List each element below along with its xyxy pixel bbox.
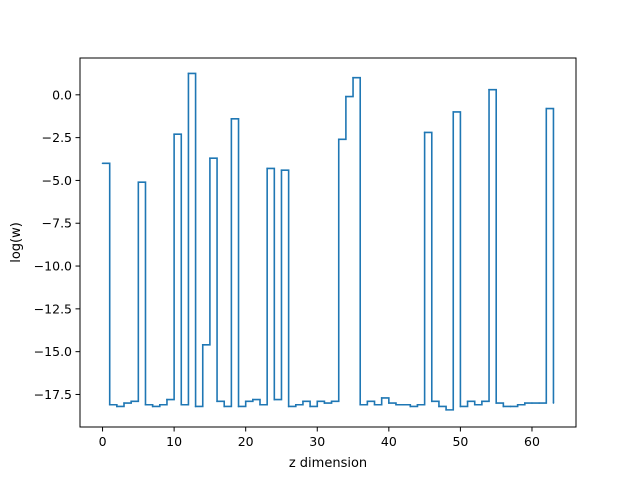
data-point — [538, 402, 540, 404]
data-point — [302, 400, 304, 403]
data-point — [481, 400, 483, 403]
data-point — [166, 398, 168, 401]
y-tick-label: −17.5 — [34, 387, 72, 402]
x-tick-label: 40 — [381, 434, 397, 449]
data-point — [502, 405, 505, 408]
data-point — [173, 133, 175, 135]
data-point — [259, 403, 261, 406]
x-tick-label: 60 — [524, 434, 540, 449]
data-point — [545, 107, 548, 110]
data-point — [123, 402, 125, 404]
data-point — [395, 403, 397, 406]
data-point — [237, 405, 240, 408]
data-point — [402, 403, 404, 406]
data-point — [495, 402, 497, 404]
data-point — [488, 88, 490, 91]
data-point — [323, 402, 326, 404]
data-point — [294, 403, 297, 406]
data-point — [452, 111, 455, 113]
y-tick-label: −12.5 — [34, 301, 72, 316]
y-tick-label: −15.0 — [34, 344, 72, 359]
plot-area — [101, 72, 555, 411]
data-point — [116, 405, 118, 408]
data-point — [252, 398, 254, 401]
data-point — [438, 405, 440, 408]
data-point — [509, 405, 512, 408]
data-point — [330, 400, 333, 403]
data-point — [473, 403, 476, 406]
data-point — [359, 403, 362, 406]
data-point — [445, 409, 447, 411]
data-point — [337, 138, 340, 141]
data-point — [524, 402, 526, 404]
y-tick-label: −10.0 — [34, 259, 72, 274]
data-point — [137, 181, 140, 183]
data-point — [423, 131, 426, 134]
data-point — [187, 72, 190, 75]
x-tick-label: 50 — [452, 434, 468, 449]
data-point — [287, 405, 290, 408]
data-point — [366, 400, 369, 403]
data-point — [316, 400, 319, 403]
data-point — [280, 169, 283, 171]
data-point — [373, 403, 376, 406]
data-point — [151, 405, 154, 408]
data-point — [345, 95, 347, 98]
data-point — [266, 167, 268, 170]
y-tick-label: −2.5 — [42, 130, 72, 145]
data-point — [180, 403, 183, 406]
data-point — [430, 400, 433, 403]
data-point — [516, 403, 519, 406]
x-tick-label: 10 — [166, 434, 182, 449]
data-point — [108, 403, 111, 406]
axes-frame — [79, 57, 577, 428]
data-point — [201, 344, 204, 346]
x-tick-label: 30 — [309, 434, 325, 449]
y-tick-label: 0.0 — [52, 87, 72, 102]
data-point — [380, 397, 383, 399]
x-tick-label: 20 — [238, 434, 254, 449]
data-point — [459, 405, 462, 408]
data-point — [409, 405, 412, 408]
data-point — [552, 402, 555, 404]
data-point — [273, 398, 276, 401]
data-point — [223, 405, 226, 408]
data-point — [130, 400, 132, 403]
data-point — [159, 403, 161, 406]
data-point — [309, 405, 311, 408]
x-axis-label: z dimension — [289, 456, 367, 471]
data-point — [144, 403, 147, 406]
data-point — [352, 76, 354, 79]
data-point — [230, 117, 233, 120]
data-point — [216, 400, 218, 403]
y-tick-label: −5.0 — [42, 173, 72, 188]
y-axis-label: log(w) — [9, 222, 24, 263]
data-point — [101, 162, 104, 165]
data-point — [416, 403, 419, 406]
axis-ticks: 0 10 20 30 40 50 60 0.0 −2.5 −5.0 −7.5 −10.0 −12.5 −1… — [34, 87, 540, 449]
data-point — [194, 405, 197, 408]
data-point — [244, 400, 247, 403]
y-tick-label: −7.5 — [42, 216, 72, 231]
data-point — [466, 400, 469, 403]
x-tick-label: 0 — [99, 434, 107, 449]
data-point — [209, 157, 211, 159]
data-point — [531, 402, 533, 404]
data-point — [388, 402, 390, 404]
series-line — [102, 72, 555, 411]
